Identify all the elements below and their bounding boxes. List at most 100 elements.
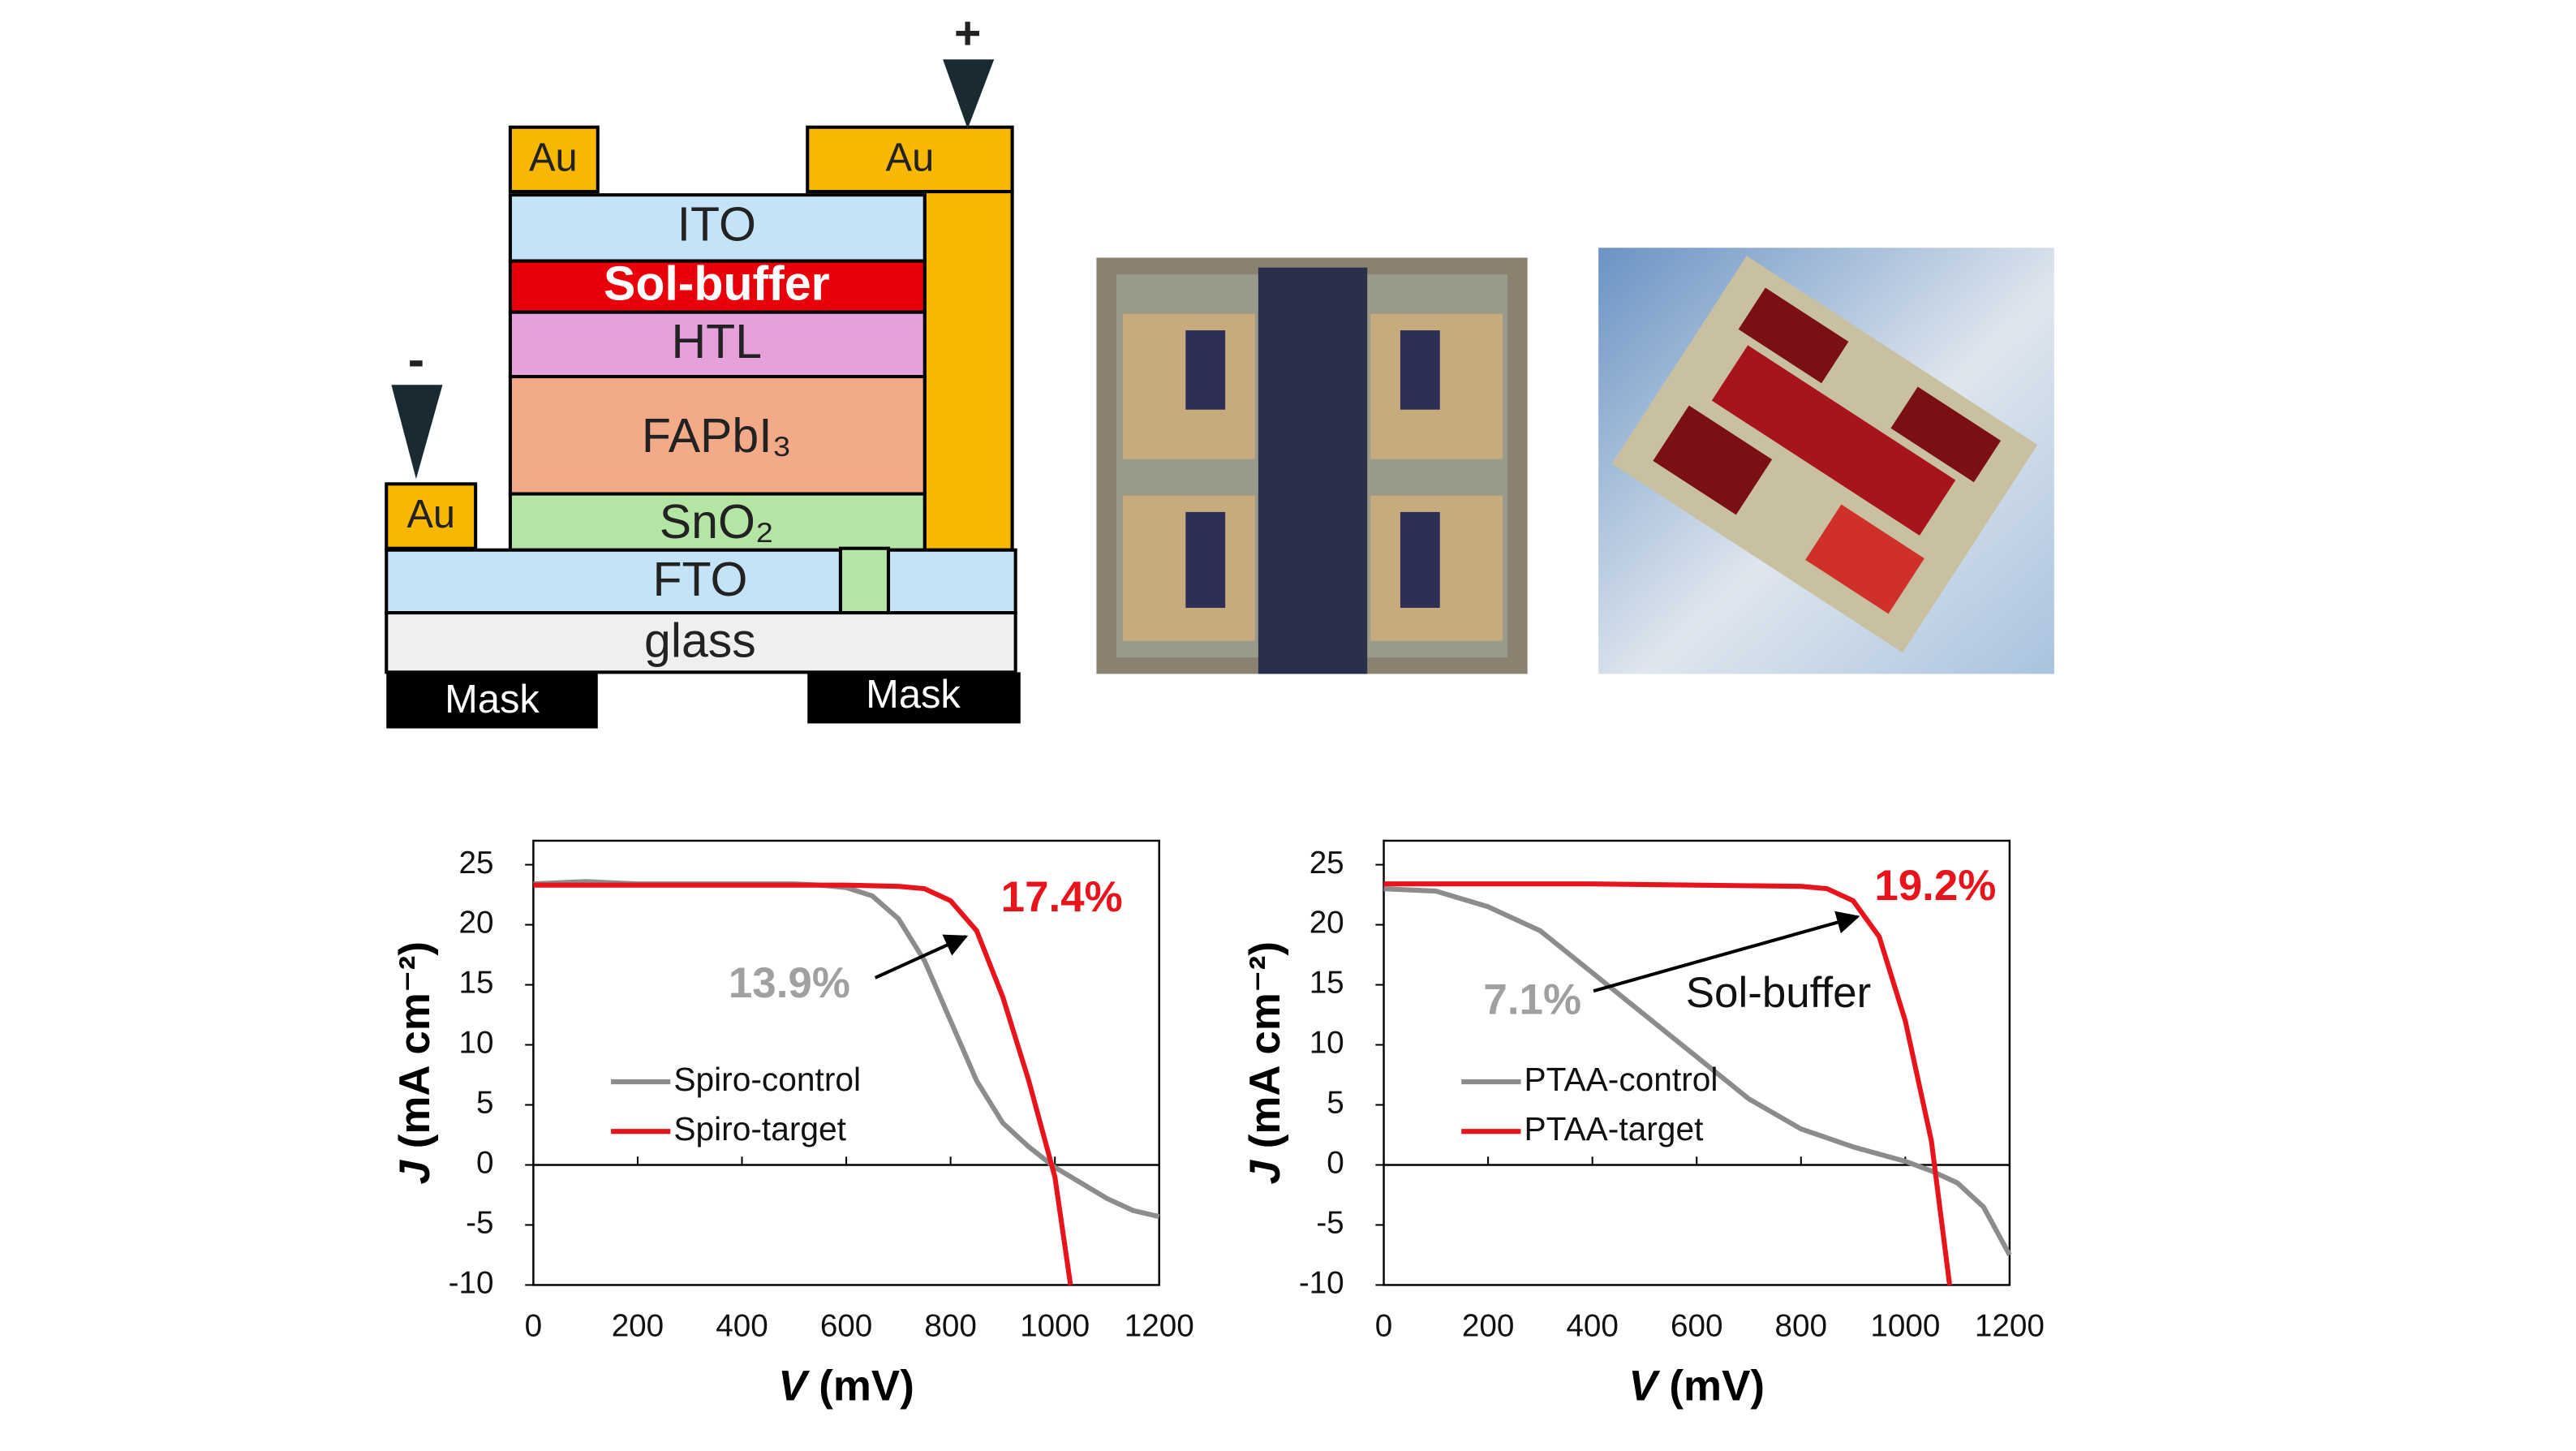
axis-unit: (mA cm⁻²) xyxy=(391,941,439,1148)
layer-label: HTL xyxy=(672,315,763,368)
x-tick-label: 800 xyxy=(924,1309,977,1344)
device-film xyxy=(1653,405,1773,515)
layer-label: FAPbI₃ xyxy=(642,409,792,463)
device-diagram: Au Au ITO Sol-buffer HTL FAPbI₃ SnO₂ Au … xyxy=(385,7,1021,729)
layer-label: glass xyxy=(644,614,756,667)
plot-frame xyxy=(1383,839,2011,1286)
x-tick-label: 600 xyxy=(820,1309,873,1344)
sol-buffer-layer xyxy=(508,259,927,314)
active-area xyxy=(1400,330,1440,410)
layer-label: SnO₂ xyxy=(660,495,774,549)
annotation-arrow xyxy=(874,934,969,980)
y-tick-label: 20 xyxy=(459,906,494,941)
chart: -10 -5 0 5 10 15 20 25 0 200 400 600 800 1000 1200 Spir… xyxy=(391,839,1194,1410)
y-tick-label: 10 xyxy=(1310,1026,1344,1061)
device-film xyxy=(1890,386,2002,483)
y-tick-label: 0 xyxy=(1327,1146,1344,1181)
plot-frame xyxy=(532,839,1160,1286)
layer-label: Au xyxy=(406,493,455,536)
x-axis-label: V (mV) xyxy=(778,1363,914,1410)
glass-layer xyxy=(385,611,1017,674)
probe-arrow xyxy=(943,59,995,129)
x-tick-label: 400 xyxy=(716,1309,768,1344)
y-tick-label: -10 xyxy=(1299,1266,1344,1301)
au-contact xyxy=(508,125,600,194)
device-photo xyxy=(1096,257,1528,674)
device-photo xyxy=(1598,248,2054,674)
x-tick-label: 200 xyxy=(1462,1309,1515,1344)
y-tick-label: 15 xyxy=(1310,966,1344,1001)
axis-symbol: J xyxy=(1241,1159,1289,1184)
fto-layer xyxy=(385,548,842,615)
mask-label: Mask xyxy=(866,673,961,717)
x-tick-label: 1200 xyxy=(1125,1309,1194,1344)
active-area xyxy=(1185,330,1226,410)
y-tick-label: 5 xyxy=(1327,1086,1344,1121)
perovskite-layer xyxy=(508,375,927,496)
layer-label: ITO xyxy=(677,197,756,251)
layer-label: Sol-buffer xyxy=(604,257,830,311)
x-axis-label: V (mV) xyxy=(1628,1363,1765,1410)
device-film xyxy=(1738,287,1849,384)
axis-symbol: V xyxy=(1628,1363,1660,1410)
y-axis-label: J (mA cm⁻²) xyxy=(391,941,439,1184)
sno2-groove xyxy=(838,546,891,615)
x-tick-label: 1000 xyxy=(1870,1309,1940,1344)
device-film xyxy=(1805,504,1924,614)
device-film xyxy=(1711,345,1956,536)
series-line xyxy=(533,882,1073,1285)
chart: -10 -5 0 5 10 15 20 25 0 200 400 600 800 1000 1200 PTAA… xyxy=(1241,839,2045,1410)
x-tick-label: 1000 xyxy=(1020,1309,1090,1344)
y-tick-label: 25 xyxy=(1310,846,1344,881)
y-tick-label: -5 xyxy=(466,1206,493,1241)
x-tick-label: 0 xyxy=(1375,1309,1393,1344)
y-tick-label: 20 xyxy=(1310,906,1344,941)
y-tick-label: 15 xyxy=(459,966,494,1001)
y-tick-label: 25 xyxy=(459,846,494,881)
y-axis-label: J (mA cm⁻²) xyxy=(1241,941,1289,1184)
annotation: 13.9% xyxy=(729,959,850,1007)
x-tick-label: 400 xyxy=(1566,1309,1619,1344)
layer-label: FTO xyxy=(652,553,747,606)
axis-unit: (mV) xyxy=(819,1363,914,1410)
minus-sign: - xyxy=(408,332,424,387)
probe-arrow xyxy=(391,385,443,480)
au-contact xyxy=(806,125,1014,194)
mask-label: Mask xyxy=(445,678,540,721)
axis-unit: (mA cm⁻²) xyxy=(1241,941,1289,1148)
series-line xyxy=(1383,881,1953,1285)
mask xyxy=(386,672,598,729)
x-tick-label: 200 xyxy=(612,1309,664,1344)
au-contact xyxy=(385,482,478,550)
axis-symbol: J xyxy=(391,1159,439,1184)
legend-label: Spiro-control xyxy=(673,1061,861,1098)
annotation: 7.1% xyxy=(1483,975,1581,1023)
y-tick-label: -5 xyxy=(1316,1206,1344,1241)
plus-sign: + xyxy=(954,7,981,59)
y-tick-label: -10 xyxy=(449,1266,494,1301)
center-strip xyxy=(1258,267,1368,674)
au-bridge xyxy=(922,190,1014,552)
legend-label: Spiro-target xyxy=(673,1110,846,1147)
y-tick-label: 0 xyxy=(476,1146,494,1181)
legend-label: PTAA-target xyxy=(1525,1110,1704,1147)
x-tick-label: 600 xyxy=(1671,1309,1723,1344)
fto-layer xyxy=(886,548,1017,615)
annotation: 19.2% xyxy=(1874,862,1996,910)
layer-label: Au xyxy=(529,136,578,179)
axis-symbol: V xyxy=(778,1363,810,1410)
axis-unit: (mV) xyxy=(1669,1363,1765,1410)
x-tick-label: 1200 xyxy=(1975,1309,2045,1344)
annotation: Sol-buffer xyxy=(1686,969,1871,1017)
legend-label: PTAA-control xyxy=(1525,1061,1718,1098)
layer-label: Au xyxy=(886,136,935,179)
active-area xyxy=(1185,511,1226,608)
active-area xyxy=(1400,511,1440,608)
mask xyxy=(807,672,1021,724)
series-line xyxy=(533,879,1160,1220)
x-tick-label: 0 xyxy=(525,1309,543,1344)
annotation: 17.4% xyxy=(1001,873,1123,921)
x-tick-label: 800 xyxy=(1775,1309,1828,1344)
